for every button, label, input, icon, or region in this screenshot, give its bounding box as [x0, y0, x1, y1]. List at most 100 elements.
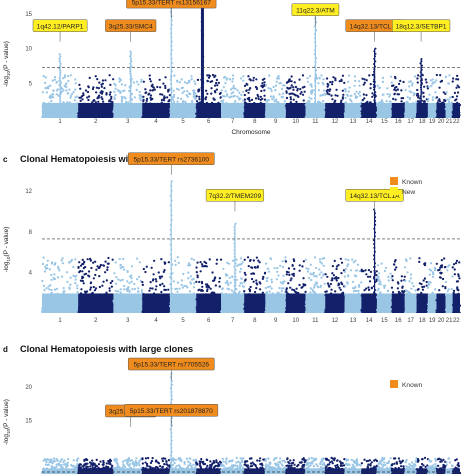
chromosome-band-20: [436, 468, 446, 474]
annotation-label: 7q32.2/TMEM209: [209, 193, 262, 200]
chromosome-points-4: [141, 258, 171, 313]
panel-letter: c: [3, 155, 8, 164]
annotation-box: [392, 19, 451, 32]
y-label-sub: 10: [6, 429, 11, 435]
chromosome-band-22: [452, 102, 460, 118]
chromosome-tick-label: 19: [429, 318, 436, 324]
annotation-box: [291, 3, 340, 16]
chromosome-band-18: [416, 102, 428, 118]
chromosome-points-16: [391, 75, 406, 118]
chromosome-band-21: [445, 102, 453, 118]
annotation-14q32-13-tcl1a: 14q32.13/TCL1A: [345, 189, 404, 212]
chromosome-points-21: [444, 74, 454, 118]
y-tick-label: 8: [29, 230, 33, 236]
chromosome-tick-label: 9: [274, 119, 278, 125]
chromosome-points-22: [451, 259, 462, 313]
chromosome-points-17: [403, 257, 418, 313]
y-axis-label: -log10(P - value): [3, 41, 11, 87]
chromosome-tick-label: 18: [419, 119, 426, 125]
chromosome-tick-label: 18: [419, 318, 426, 324]
annotation-5p15-33-tert-rs201878870: 5p15.33/TERT rs201878870: [124, 404, 219, 427]
chromosome-tick-label: 21: [446, 119, 453, 125]
legend-label: New: [402, 189, 415, 196]
chromosome-tick-label: 20: [438, 318, 445, 324]
chromosome-points-11: [304, 456, 327, 474]
chromosome-points-15: [375, 262, 393, 313]
chromosome-points-5: [168, 457, 198, 474]
chromosome-points-21: [444, 264, 454, 313]
chromosome-points-15: [376, 456, 393, 474]
chromosome-tick-label: 17: [407, 119, 414, 125]
chromosome-tick-label: 16: [395, 318, 402, 324]
panel-letter: d: [3, 345, 8, 354]
chromosome-tick-label: 22: [453, 119, 460, 125]
annotation-label: 14q32.13/TCL1A: [350, 23, 400, 30]
chromosome-tick-label: 12: [332, 119, 339, 125]
y-tick-label: 10: [25, 47, 32, 53]
chromosome-points-15: [375, 75, 393, 118]
annotation-box: [127, 152, 215, 165]
chromosome-tick-label: 6: [207, 318, 211, 324]
panel-c: c Clonal Hematopoiesis with TET2 mutation…: [3, 152, 462, 324]
annotation-5p15-33-tert-rs7705526: 5p15.33/TERT rs7705526: [127, 357, 215, 381]
chromosome-points-7: [220, 456, 246, 474]
chromosome-points-12: [324, 74, 346, 118]
y-label-sub: 10: [6, 71, 11, 77]
chromosome-points-4: [141, 456, 172, 474]
chromosome-points-13: [343, 258, 363, 313]
chromosome-tick-label: 14: [366, 119, 373, 125]
chromosome-points-18: [415, 456, 430, 474]
chromosome-tick-label: 15: [381, 119, 388, 125]
y-label-tail: (P - value): [3, 399, 10, 429]
y-label-main: -log: [3, 76, 10, 87]
chromosome-tick-label: 8: [253, 318, 257, 324]
chromosome-tick-label: 13: [350, 119, 357, 125]
annotation-18q12-3-setbp1: 18q12.3/SETBP1: [392, 19, 451, 42]
chromosome-band-19: [427, 102, 437, 118]
annotation-label: 5p15.33/TERT rs201878870: [130, 408, 213, 415]
chromosome-tick-label: 14: [366, 318, 373, 324]
legend-swatch-known: [390, 177, 398, 185]
chromosome-points-3: [112, 77, 144, 118]
y-label-main: -log: [3, 261, 10, 272]
chromosome-tick-label: 8: [253, 119, 257, 125]
chromosome-tick-label: 12: [332, 318, 339, 324]
annotation-box: [32, 19, 88, 32]
chromosome-points-20: [435, 257, 447, 313]
chromosome-points-9: [264, 256, 287, 313]
chromosome-tick-label: 16: [395, 119, 402, 125]
chromosome-tick-label: 5: [181, 119, 185, 125]
chromosome-band-7: [221, 102, 245, 118]
annotation-label: 11q22.3/ATM: [296, 7, 335, 14]
chromosome-tick-label: 5: [181, 318, 185, 324]
y-label-main: -log: [3, 434, 10, 445]
chromosome-tick-label: 10: [292, 318, 299, 324]
chromosome-points-8: [243, 75, 267, 118]
chromosome-band-19: [427, 293, 437, 313]
y-tick-label: 12: [25, 189, 32, 195]
chromosome-tick-label: 7: [231, 119, 235, 125]
chromosome-band-3: [113, 468, 143, 474]
y-tick-label: 20: [25, 385, 32, 391]
chromosome-points-6: [195, 458, 223, 474]
chromosome-points-9: [264, 456, 287, 474]
annotation-3q25-33-smc4: 3q25.33/SMC4: [105, 19, 157, 42]
chromosome-band-10: [285, 102, 306, 118]
chromosome-points-9: [264, 74, 288, 118]
annotation-box: [126, 0, 217, 9]
chromosome-points-20: [435, 73, 447, 118]
plot-area: [41, 180, 462, 313]
chromosome-tick-label: 6: [207, 119, 211, 125]
y-tick-label: 15: [25, 418, 32, 424]
y-label-sub: 10: [6, 256, 11, 262]
chromosome-points-3: [112, 257, 144, 313]
y-tick-label: 5: [29, 81, 33, 87]
chromosome-band-17: [404, 102, 417, 118]
y-axis-label: -log10(P - value): [3, 227, 11, 273]
annotation-label: 5p15.33/TERT rs13156167: [132, 0, 212, 7]
annotation-label: 3q25.33/SMC4: [109, 23, 153, 30]
annotation-label: 14q32.13/TCL1A: [350, 193, 400, 200]
legend-label: Known: [402, 179, 422, 186]
chromosome-tick-label: 4: [154, 119, 158, 125]
